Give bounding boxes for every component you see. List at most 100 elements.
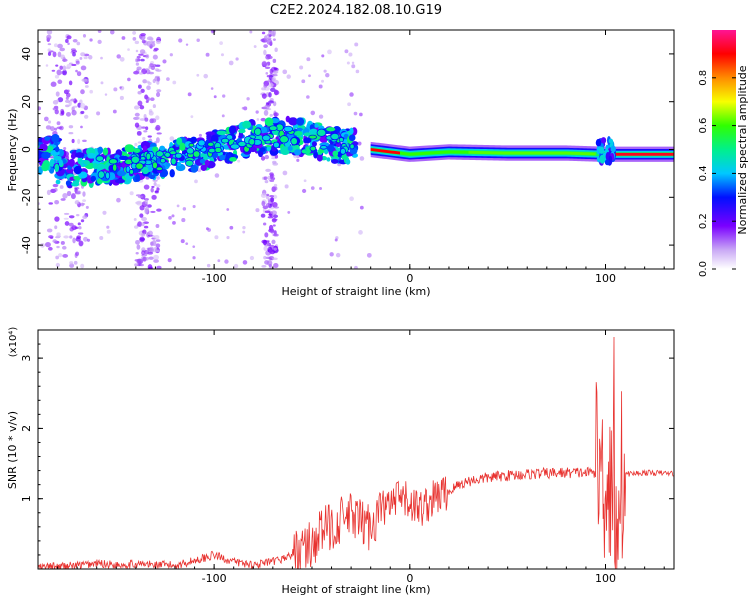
spectrogram-blob bbox=[216, 130, 227, 136]
spectrogram-blob bbox=[326, 157, 331, 162]
spectrogram-speckle bbox=[198, 133, 202, 137]
spectrogram-speckle bbox=[55, 255, 60, 260]
spectrogram-speckle bbox=[141, 230, 145, 233]
spectrogram-speckle bbox=[71, 63, 77, 67]
spectrogram-speckle bbox=[185, 43, 189, 46]
spectrogram-blob bbox=[197, 139, 206, 147]
spectrogram-blob bbox=[133, 148, 141, 154]
spectrogram-speckle bbox=[263, 176, 268, 180]
spectrogram-speckle bbox=[52, 183, 59, 188]
spectrogram-speckle bbox=[267, 216, 274, 219]
spectrogram-speckle bbox=[73, 105, 78, 108]
spectrogram-speckle bbox=[77, 232, 84, 235]
spectrogram-speckle bbox=[119, 56, 125, 62]
spectrogram-speckle bbox=[155, 239, 161, 242]
colorbar-ticks: 0.0 0.2 0.4 0.6 0.8 bbox=[698, 70, 736, 277]
spectrogram-speckle bbox=[263, 109, 269, 116]
spectrogram-blob bbox=[155, 150, 164, 158]
spectrogram-speckle bbox=[221, 114, 225, 118]
spectrogram-blob bbox=[349, 127, 354, 135]
spectrogram-blob bbox=[118, 155, 129, 161]
spectrogram-speckle bbox=[272, 101, 277, 107]
spectrogram-blob bbox=[254, 127, 262, 136]
spectrogram-speckle bbox=[267, 55, 273, 60]
spectrogram-speckle bbox=[347, 102, 351, 107]
spectrogram-speckle bbox=[71, 138, 75, 144]
spectrogram-speckle bbox=[58, 253, 63, 258]
spectrogram-speckle bbox=[256, 118, 260, 121]
spectrogram-speckle bbox=[155, 69, 162, 72]
colorbar-label: Normalized spectral amplitude bbox=[736, 65, 749, 234]
spectrogram-speckle bbox=[308, 74, 311, 78]
spectrogram-blob bbox=[319, 145, 328, 150]
spectrogram-speckle bbox=[255, 208, 260, 213]
spectrogram-speckle bbox=[65, 104, 70, 108]
spectrogram-speckle bbox=[210, 87, 214, 90]
spectrogram-speckle bbox=[144, 117, 149, 122]
spectrogram-speckle bbox=[110, 30, 115, 35]
spectrogram-speckle bbox=[133, 218, 137, 221]
colorbar-gradient bbox=[712, 30, 736, 269]
spectrogram-speckle bbox=[167, 258, 172, 263]
spectrogram-speckle bbox=[354, 265, 358, 269]
spectrogram-blob bbox=[41, 162, 49, 172]
spectrogram-blob bbox=[145, 152, 152, 161]
spectrogram-speckle bbox=[344, 49, 349, 54]
spectrogram-blob bbox=[58, 159, 63, 166]
spectrogram-speckle bbox=[70, 193, 76, 200]
spectrogram-speckle bbox=[181, 218, 186, 223]
spectrogram-speckle bbox=[50, 81, 57, 87]
spectrogram-speckle bbox=[355, 69, 360, 74]
spectrogram-speckle bbox=[261, 264, 267, 268]
spectrogram-speckle bbox=[197, 168, 202, 173]
spectrogram-speckle bbox=[82, 33, 87, 38]
spectrogram-speckle bbox=[57, 51, 62, 58]
spectrogram-speckle bbox=[152, 63, 157, 68]
spectrogram-speckle bbox=[146, 40, 152, 47]
spectrogram-speckle bbox=[45, 125, 52, 130]
spectrogram-blob bbox=[176, 161, 182, 167]
spectrogram-speckle bbox=[264, 232, 269, 238]
spectrogram-speckle bbox=[148, 109, 153, 113]
spectrogram-blob bbox=[105, 171, 111, 180]
snr-scale-label: (x10⁴) bbox=[8, 327, 19, 358]
spectrogram-speckle bbox=[266, 80, 272, 83]
spectrogram-speckle bbox=[75, 60, 80, 65]
spectrogram-speckle bbox=[271, 76, 277, 83]
spectrogram-speckle bbox=[75, 213, 80, 217]
spectrogram-speckle bbox=[351, 64, 356, 69]
spectrogram-blob bbox=[140, 140, 150, 150]
spectrogram-speckle bbox=[264, 210, 271, 214]
spectrogram-blob bbox=[326, 127, 336, 132]
spectrogram-speckle bbox=[273, 183, 278, 187]
spectrogram-speckle bbox=[78, 226, 82, 230]
spectrogram-blob bbox=[176, 137, 183, 145]
spectrogram-speckle bbox=[265, 168, 271, 173]
spectrogram-speckle bbox=[100, 56, 103, 60]
spectrogram-speckle bbox=[60, 110, 65, 116]
spectrogram-blob bbox=[339, 147, 347, 155]
spectrogram-speckle bbox=[57, 97, 64, 103]
chart-title: C2E2.2024.182.08.10.G19 bbox=[270, 3, 442, 18]
spectrogram-speckle bbox=[44, 241, 51, 248]
spectrogram-speckle bbox=[268, 249, 273, 254]
spectrogram-speckle bbox=[59, 185, 64, 189]
spectrogram-speckle bbox=[222, 94, 226, 98]
spectrogram-speckle bbox=[53, 188, 58, 192]
spectrogram-blob bbox=[610, 145, 616, 153]
spectrogram-speckle bbox=[119, 86, 122, 89]
spectrogram-speckle bbox=[334, 238, 338, 242]
colorbar-tick-label: 0.0 bbox=[698, 261, 709, 277]
spectrogram-speckle bbox=[38, 202, 41, 206]
spectrogram-blob bbox=[309, 128, 318, 135]
spectrogram-blob bbox=[211, 151, 218, 159]
spectrogram-speckle bbox=[263, 255, 267, 260]
spectrogram-speckle bbox=[180, 239, 185, 244]
spectrogram-speckle bbox=[140, 263, 144, 267]
spectrogram-speckle bbox=[47, 48, 51, 52]
spectrogram-speckle bbox=[242, 230, 246, 234]
spectrogram-speckle bbox=[270, 197, 275, 203]
spectrogram-speckle bbox=[55, 262, 60, 268]
spectrogram-speckle bbox=[196, 73, 200, 77]
spectrogram-blob bbox=[316, 128, 327, 137]
